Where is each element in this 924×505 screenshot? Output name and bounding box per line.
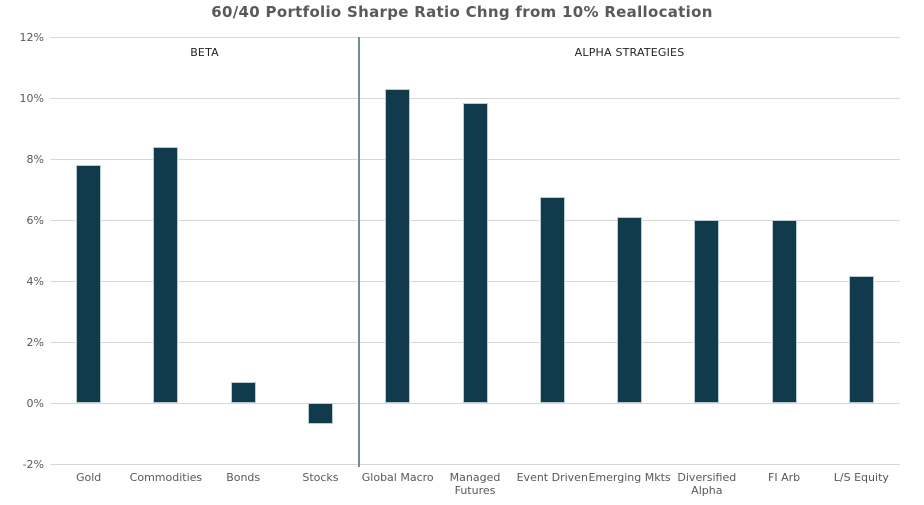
y-gridline [50,463,900,465]
y-gridline [50,402,900,404]
bar-gold [76,165,102,403]
section-divider-line [358,37,361,467]
x-axis-category-label: Bonds [226,471,261,484]
y-gridline [50,97,900,99]
chart-title: 60/40 Portfolio Sharpe Ratio Chng from 1… [211,3,713,21]
x-axis-category-label: FI Arb [768,471,801,484]
y-gridline [50,36,900,38]
x-axis-category-label: Commodities [129,471,203,484]
bar-fi-arb [771,220,797,403]
x-axis-category-label: Managed Futures [449,471,501,497]
bar-global-macro [385,88,411,403]
y-axis-tick-label: 0% [26,396,44,410]
x-axis-category-label: Stocks [302,471,339,484]
y-axis-tick-label: 6% [26,213,44,227]
bar-l-s-equity [848,276,874,403]
bar-managed-futures [462,102,488,403]
y-axis-tick-label: 2% [26,335,44,349]
section-label-alpha-strategies: ALPHA STRATEGIES [574,46,685,59]
bar-stocks [307,403,333,425]
bar-bonds [230,381,256,403]
bar-event-driven [539,197,565,403]
x-axis-category-label: Gold [75,471,102,484]
section-label-beta: BETA [190,46,219,59]
x-axis-category-label: Diversified Alpha [677,471,737,497]
bar-emerging-mkts [617,216,643,403]
y-axis-tick-label: 8% [26,152,44,166]
y-axis-tick-label: 4% [26,274,44,288]
x-axis-category-label: Global Macro [361,471,434,484]
y-axis-tick-label: -2% [22,457,44,471]
bar-diversified-alpha [694,220,720,403]
x-axis-category-label: Emerging Mkts [588,471,671,484]
y-axis-tick-label: 10% [19,91,44,105]
bar-commodities [153,146,179,403]
y-axis-tick-label: 12% [19,30,44,44]
x-axis-category-label: Event Driven [516,471,588,484]
x-axis-category-label: L/S Equity [833,471,889,484]
